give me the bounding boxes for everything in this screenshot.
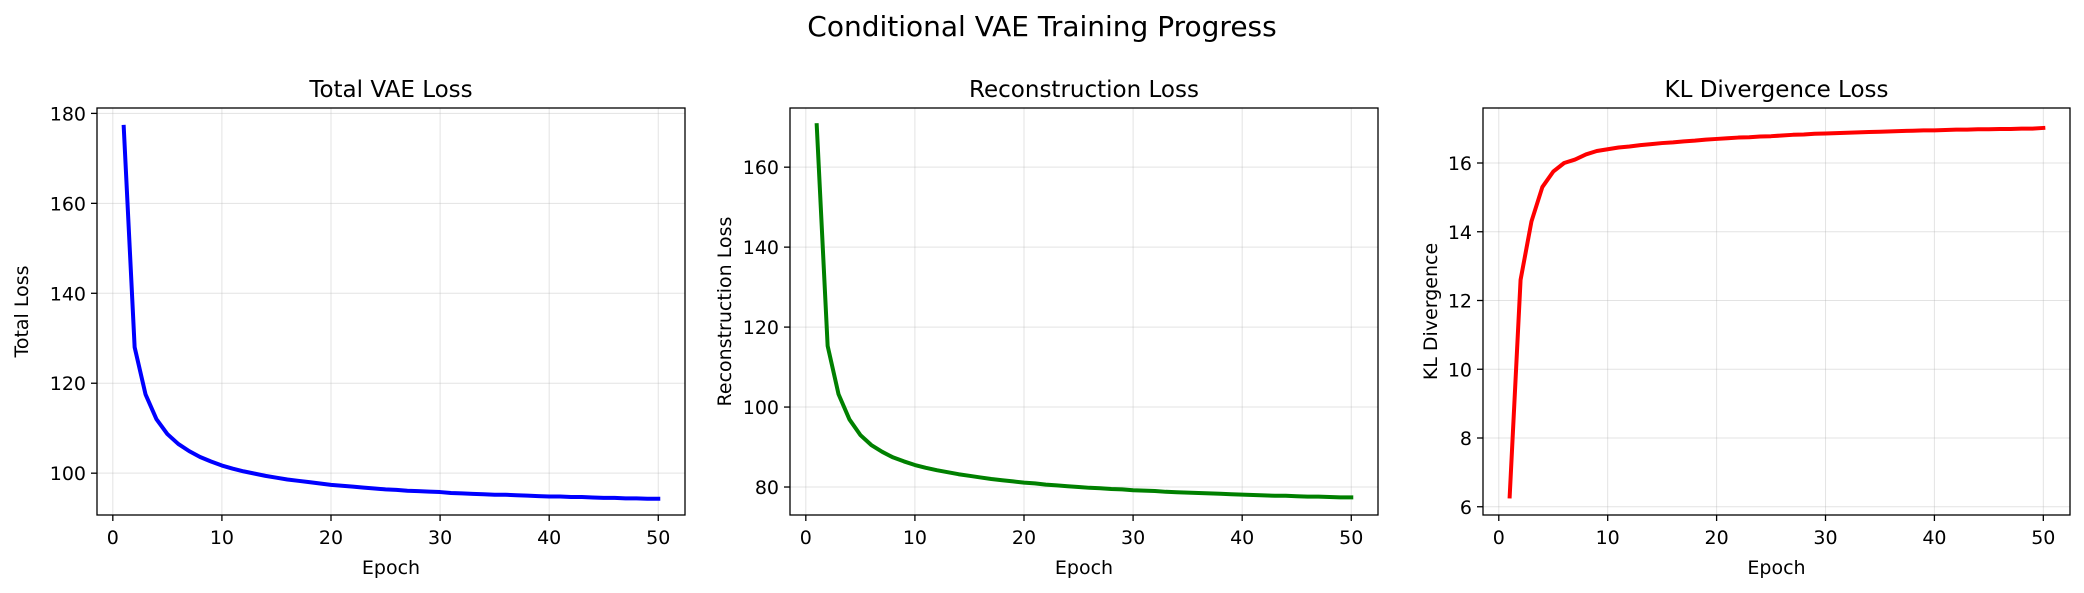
series-line-1	[121, 124, 661, 501]
y-tick-label: 100	[743, 397, 779, 419]
x-axis-label: Epoch	[1747, 557, 1805, 579]
y-tick-label: 16	[1448, 153, 1472, 175]
chart-title: Total VAE Loss	[308, 77, 472, 103]
series-line-1	[1507, 125, 2046, 499]
y-tick-label: 6	[1460, 497, 1472, 519]
axes-frame	[789, 107, 1379, 516]
x-tick-label: 20	[319, 527, 343, 549]
x-tick-label: 10	[903, 527, 927, 549]
y-tick-label: 80	[755, 477, 779, 499]
x-tick-label: 50	[1339, 527, 1363, 549]
x-tick-label: 10	[210, 527, 234, 549]
y-tick-label: 100	[50, 463, 86, 485]
x-tick-label: 40	[1230, 527, 1254, 549]
figure-suptitle: Conditional VAE Training Progress	[807, 10, 1276, 43]
y-axis-label: Total Loss	[11, 265, 33, 358]
y-axis-label: KL Divergence	[1420, 243, 1442, 380]
x-tick-label: 30	[1121, 527, 1145, 549]
y-tick-label: 140	[743, 237, 779, 259]
axes-frame	[1482, 107, 2071, 516]
y-tick-label: 12	[1448, 291, 1472, 313]
y-tick-label: 14	[1448, 222, 1472, 244]
x-tick-label: 0	[1493, 527, 1505, 549]
chart-title: KL Divergence Loss	[1664, 77, 1888, 103]
chart-title: Reconstruction Loss	[969, 77, 1199, 103]
x-tick-label: 20	[1012, 527, 1036, 549]
y-tick-label: 120	[743, 317, 779, 339]
x-tick-label: 30	[428, 527, 452, 549]
axes-frame	[96, 107, 686, 516]
y-tick-label: 8	[1460, 428, 1472, 450]
chart-panel-3: 0 10 20 30 40 50 6 8 10 12 14 16 KL Divergence Loss E…	[1420, 77, 2071, 579]
x-tick-label: 0	[800, 527, 812, 549]
x-axis-label: Epoch	[1055, 557, 1113, 579]
x-tick-label: 30	[1813, 527, 1837, 549]
x-tick-label: 50	[646, 527, 670, 549]
x-tick-label: 40	[537, 527, 561, 549]
series-line-1	[814, 123, 1354, 500]
x-tick-label: 10	[1596, 527, 1620, 549]
x-tick-label: 40	[1922, 527, 1946, 549]
y-tick-label: 140	[50, 283, 86, 305]
y-tick-label: 160	[50, 193, 86, 215]
x-tick-label: 0	[107, 527, 119, 549]
y-axis-label: Reconstruction Loss	[714, 217, 736, 407]
y-tick-label: 180	[50, 103, 86, 125]
x-tick-label: 50	[2031, 527, 2055, 549]
chart-panel-1: 0 10 20 30 40 50 100 120 140 160 180 Total VAE Loss…	[11, 77, 686, 579]
y-tick-label: 10	[1448, 359, 1472, 381]
chart-panel-2: 0 10 20 30 40 50 80 100 120 140 160 Reconstruction …	[714, 77, 1379, 579]
x-tick-label: 20	[1705, 527, 1729, 549]
x-axis-label: Epoch	[362, 557, 420, 579]
y-tick-label: 120	[50, 373, 86, 395]
y-tick-label: 160	[743, 157, 779, 179]
